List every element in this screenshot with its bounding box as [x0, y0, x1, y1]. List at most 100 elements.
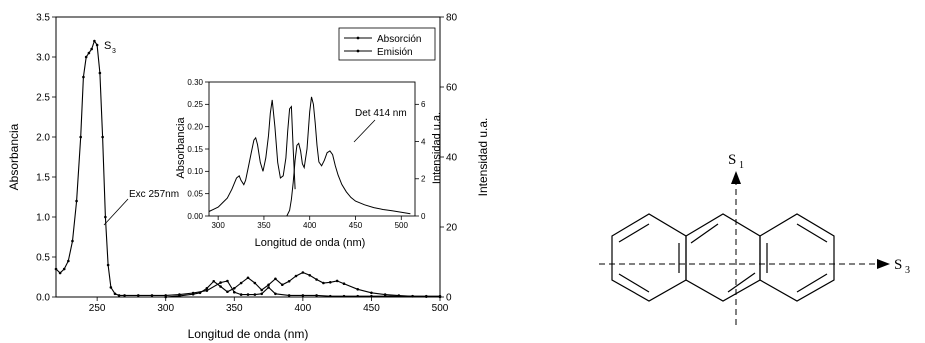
main-chart: 250 300 350 400 450 5000.00.51.01.52.02.53.03… — [7, 13, 490, 342]
data-point-emision — [239, 281, 243, 285]
y-tick-label: 0.05 — [187, 189, 203, 198]
exc-pointer-line — [103, 198, 129, 226]
inset-ticks: 300 350 400 450 500 0.00 0.05 0.10 0.15 0.20 0.25 0… — [187, 78, 426, 230]
data-point-emision — [328, 281, 332, 284]
main-x-axis-label: Longitud de onda (nm) — [188, 327, 309, 341]
data-point-emision — [260, 288, 264, 292]
main-y-axis-label-right: Intensidad u.a. — [476, 118, 490, 197]
data-point-absorcion — [71, 239, 74, 243]
legend: Absorción Emisión — [338, 27, 436, 61]
inset-y-axis-label: Absorbancia — [175, 117, 187, 179]
data-point-absorcion — [109, 286, 113, 289]
inset-series-line-absorcion — [208, 99, 296, 212]
y-right-tick-label: 0 — [421, 212, 426, 221]
y-right-tick-label: 6 — [421, 100, 426, 109]
data-point-absorcion — [123, 294, 126, 297]
x-tick-label: 450 — [349, 221, 363, 230]
x-tick-label: 500 — [432, 303, 449, 314]
x-tick-label: 400 — [295, 303, 312, 314]
bond-inner — [690, 223, 719, 244]
legend-label-absorcion: Absorción — [377, 34, 421, 45]
data-point-absorcion — [287, 294, 291, 297]
data-point-absorcion — [67, 259, 70, 263]
data-point-absorcion — [79, 135, 82, 139]
y-right-tick-label: 80 — [446, 13, 458, 24]
data-point-emision — [335, 279, 339, 283]
axis-s1-label: S — [728, 152, 736, 168]
y-right-tick-label: 20 — [446, 223, 458, 234]
anthracene-molecule — [599, 171, 890, 325]
y-tick-label: 1.0 — [36, 213, 50, 224]
axis-s3-arrowhead — [877, 259, 890, 269]
data-point-emision — [322, 281, 325, 285]
data-point-emision — [226, 290, 229, 294]
data-point-absorcion — [117, 294, 121, 297]
y-tick-label: 1.5 — [36, 173, 50, 184]
data-point-absorcion — [95, 43, 99, 47]
legend-label-emision: Emisión — [377, 47, 413, 58]
legend-marker-emision — [356, 49, 360, 53]
main-ticks: 250 300 350 400 450 5000.00.51.01.52.02.53.03… — [36, 13, 457, 315]
bond-inner — [796, 223, 828, 243]
data-point-absorcion — [104, 215, 107, 219]
ring-middle — [685, 213, 761, 302]
data-point-absorcion — [246, 293, 250, 296]
data-point-emision — [253, 281, 257, 285]
data-point-emision — [212, 279, 216, 283]
data-point-emision — [383, 293, 387, 296]
series-markers-emision — [164, 271, 442, 299]
data-point-absorcion — [106, 263, 110, 267]
data-point-absorcion — [98, 71, 102, 75]
y-tick-label: 0.20 — [187, 122, 203, 131]
data-point-absorcion — [342, 294, 346, 298]
exc-annotation: Exc 257nm — [129, 189, 179, 200]
data-point-emision — [294, 274, 298, 278]
data-point-absorcion — [82, 75, 85, 79]
data-point-absorcion — [58, 271, 62, 275]
x-tick-label: 500 — [395, 221, 409, 230]
data-point-emision — [287, 279, 291, 283]
data-point-absorcion — [87, 51, 91, 55]
peak-label-sub: 3 — [112, 48, 116, 55]
y-tick-label: 0.15 — [187, 145, 203, 154]
y-right-tick-label: 4 — [421, 137, 426, 146]
data-point-absorcion — [328, 294, 332, 298]
axis-s3-label: S — [894, 257, 902, 273]
data-point-absorcion — [315, 294, 318, 297]
axis-s1-label-sub: 1 — [739, 160, 744, 171]
data-point-absorcion — [62, 267, 66, 271]
data-point-absorcion — [90, 47, 93, 51]
inset-chart: 300 350 400 450 500 0.00 0.05 0.10 0.15 0.20 0.25 0… — [175, 78, 443, 249]
bond-inner — [618, 223, 650, 243]
x-tick-label: 250 — [89, 303, 106, 314]
data-point-absorcion — [219, 281, 222, 284]
data-point-absorcion — [113, 292, 117, 296]
data-point-absorcion — [370, 294, 373, 298]
data-point-emision — [198, 291, 202, 295]
data-point-absorcion — [150, 294, 154, 297]
data-point-emision — [280, 283, 284, 287]
data-point-absorcion — [232, 290, 236, 294]
data-point-emision — [205, 286, 209, 290]
data-point-absorcion — [267, 286, 270, 289]
data-point-absorcion — [274, 292, 277, 296]
data-point-absorcion — [93, 39, 96, 43]
y-tick-label: 0.25 — [187, 100, 203, 109]
data-point-emision — [232, 286, 236, 290]
data-point-absorcion — [356, 294, 360, 298]
data-point-emision — [178, 294, 181, 298]
series-line-absorcion — [55, 39, 440, 297]
y-right-tick-label: 60 — [446, 83, 458, 94]
data-point-absorcion — [101, 135, 104, 139]
data-point-emision — [191, 292, 195, 296]
ring-left — [611, 213, 687, 302]
data-point-absorcion — [75, 199, 78, 203]
data-point-absorcion — [226, 279, 229, 283]
inset-y-axis-label-right: Intensidad u.a. — [431, 112, 443, 184]
data-point-absorcion — [84, 55, 88, 59]
ring-right — [759, 213, 835, 302]
y-tick-label: 2.0 — [36, 133, 50, 144]
y-tick-label: 2.5 — [36, 93, 50, 104]
x-tick-label: 300 — [157, 303, 174, 314]
